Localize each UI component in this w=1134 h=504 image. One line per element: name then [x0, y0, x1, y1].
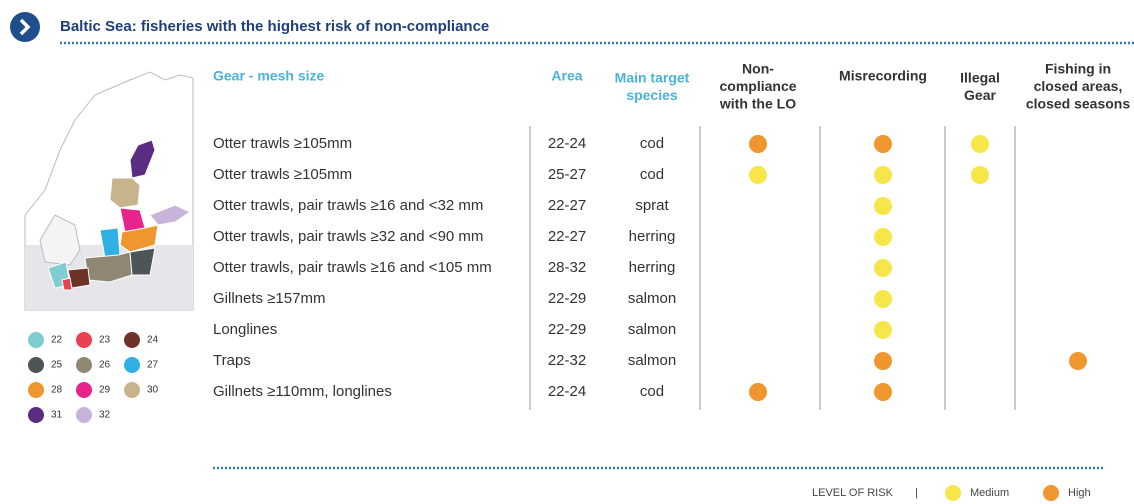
column-header: Non-: [742, 61, 774, 77]
area: 22-27: [548, 228, 586, 245]
map-zone: [149, 204, 192, 226]
risk-label: Medium: [970, 487, 1009, 499]
zone-label: 25: [51, 360, 63, 371]
gear: Otter trawls ≥105mm: [213, 135, 352, 152]
risk-dot: [874, 321, 892, 339]
species: cod: [640, 166, 664, 183]
species: sprat: [635, 197, 669, 214]
zone-label: 22: [51, 335, 63, 346]
species: herring: [629, 228, 676, 245]
column-header: Misrecording: [839, 68, 927, 84]
map-zone: [129, 247, 156, 276]
risk-swatch: [1043, 485, 1059, 501]
species: salmon: [628, 290, 676, 307]
area: 22-29: [548, 321, 586, 338]
risk-dot: [874, 290, 892, 308]
column-header: compliance: [719, 78, 796, 94]
chevron: [19, 18, 31, 36]
column-header: Fishing in: [1045, 61, 1111, 77]
zone-label: 31: [51, 410, 63, 421]
gear: Gillnets ≥157mm: [213, 290, 325, 307]
zone-swatch: [76, 332, 92, 348]
risk-dot: [874, 166, 892, 184]
risk-dot: [971, 135, 989, 153]
species: cod: [640, 135, 664, 152]
risk-dot: [749, 135, 767, 153]
species: salmon: [628, 352, 676, 369]
risk-dot: [874, 352, 892, 370]
area: 22-24: [548, 383, 586, 400]
risk-dot: [874, 135, 892, 153]
header-icon: [10, 12, 40, 42]
area: 25-27: [548, 166, 586, 183]
gear: Gillnets ≥110mm, longlines: [213, 383, 392, 400]
zone-swatch: [76, 382, 92, 398]
species: cod: [640, 383, 664, 400]
column-header: Main target: [615, 70, 690, 86]
zone-label: 24: [147, 335, 159, 346]
zone-swatch: [28, 332, 44, 348]
gear: Otter trawls, pair trawls ≥16 and <32 mm: [213, 197, 483, 214]
column-header: species: [626, 87, 678, 103]
zone-label: 30: [147, 385, 159, 396]
title: Baltic Sea: fisheries with the highest r…: [60, 18, 489, 35]
map-zone: [119, 224, 159, 253]
area: 22-27: [548, 197, 586, 214]
risk-dot: [874, 228, 892, 246]
zone-label: 29: [99, 385, 111, 396]
gear: Traps: [213, 352, 251, 369]
column-header: Illegal: [960, 70, 1000, 86]
species: salmon: [628, 321, 676, 338]
risk-dot: [971, 166, 989, 184]
gear: Otter trawls, pair trawls ≥16 and <105 m…: [213, 259, 492, 276]
zone-swatch: [76, 407, 92, 423]
risk-swatch: [945, 485, 961, 501]
zone-label: 26: [99, 360, 111, 371]
risk-dot: [874, 259, 892, 277]
separator: |: [915, 487, 918, 499]
risk-dot: [874, 197, 892, 215]
risk-dot: [874, 383, 892, 401]
area: 28-32: [548, 259, 586, 276]
species: herring: [629, 259, 676, 276]
risk-dot: [1069, 352, 1087, 370]
zone-label: 27: [147, 360, 159, 371]
map-zone: [61, 277, 73, 291]
zone-swatch: [28, 357, 44, 373]
zone-label: 23: [99, 335, 111, 346]
area: 22-29: [548, 290, 586, 307]
area: 22-24: [548, 135, 586, 152]
zone-label: 32: [99, 410, 111, 421]
zone-swatch: [124, 332, 140, 348]
risk-dot: [749, 166, 767, 184]
map-land: [39, 214, 81, 266]
map: [24, 71, 194, 311]
column-header: Gear - mesh size: [213, 68, 324, 84]
risk-legend-title: LEVEL OF RISK: [812, 487, 894, 499]
zone-swatch: [76, 357, 92, 373]
gear: Otter trawls ≥105mm: [213, 166, 352, 183]
gear: Otter trawls, pair trawls ≥32 and <90 mm: [213, 228, 483, 245]
zone-swatch: [124, 357, 140, 373]
zone-swatch: [28, 407, 44, 423]
column-header: closed areas,: [1034, 78, 1123, 94]
risk-label: High: [1068, 487, 1091, 499]
zone-swatch: [124, 382, 140, 398]
zone-label: 28: [51, 385, 63, 396]
zone-swatch: [28, 382, 44, 398]
map-zone: [109, 177, 141, 209]
risk-dot: [749, 383, 767, 401]
gear: Longlines: [213, 321, 277, 338]
column-header: with the LO: [719, 96, 796, 112]
column-header: Area: [551, 68, 582, 84]
column-header: Gear: [964, 87, 996, 103]
area: 22-32: [548, 352, 586, 369]
column-header: closed seasons: [1026, 96, 1130, 112]
